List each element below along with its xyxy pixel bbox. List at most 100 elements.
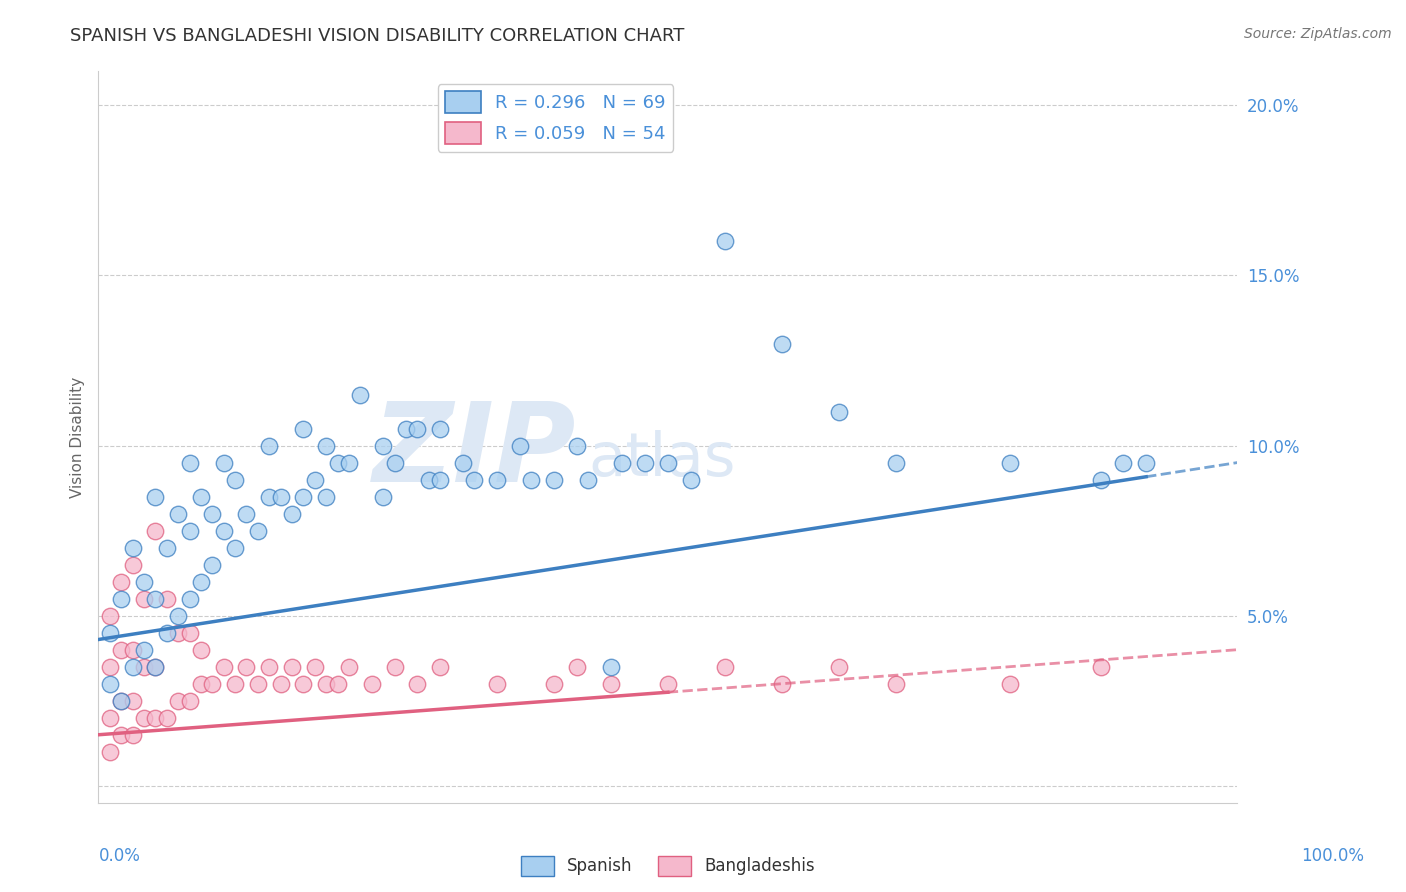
Point bbox=[156, 541, 179, 555]
Point bbox=[304, 659, 326, 673]
Point bbox=[576, 473, 599, 487]
Point bbox=[486, 677, 509, 691]
Text: Source: ZipAtlas.com: Source: ZipAtlas.com bbox=[1244, 27, 1392, 41]
Point bbox=[543, 677, 565, 691]
Point bbox=[201, 677, 224, 691]
Point bbox=[565, 659, 588, 673]
Point bbox=[212, 659, 235, 673]
Point bbox=[224, 473, 246, 487]
Point bbox=[281, 659, 304, 673]
Point bbox=[998, 677, 1021, 691]
Point bbox=[98, 677, 121, 691]
Point bbox=[349, 387, 371, 401]
Point bbox=[451, 456, 474, 470]
Point bbox=[132, 574, 155, 589]
Point bbox=[326, 456, 349, 470]
Point bbox=[270, 677, 292, 691]
Point bbox=[292, 677, 315, 691]
Point bbox=[132, 711, 155, 725]
Point bbox=[179, 524, 201, 538]
Point bbox=[179, 694, 201, 708]
Point bbox=[121, 694, 143, 708]
Text: SPANISH VS BANGLADESHI VISION DISABILITY CORRELATION CHART: SPANISH VS BANGLADESHI VISION DISABILITY… bbox=[70, 27, 685, 45]
Point bbox=[406, 677, 429, 691]
Point bbox=[770, 336, 793, 351]
Point bbox=[429, 473, 451, 487]
Point bbox=[179, 456, 201, 470]
Point bbox=[259, 439, 281, 453]
Point bbox=[179, 625, 201, 640]
Point bbox=[156, 711, 179, 725]
Point bbox=[1135, 456, 1157, 470]
Point bbox=[429, 421, 451, 435]
Point bbox=[110, 694, 132, 708]
Point bbox=[235, 659, 257, 673]
Point bbox=[509, 439, 531, 453]
Point bbox=[121, 541, 143, 555]
Point bbox=[98, 711, 121, 725]
Point bbox=[212, 456, 235, 470]
Point bbox=[121, 558, 143, 572]
Point bbox=[190, 574, 212, 589]
Point bbox=[714, 235, 737, 249]
Point bbox=[600, 659, 623, 673]
Y-axis label: Vision Disability: Vision Disability bbox=[69, 376, 84, 498]
Point bbox=[190, 677, 212, 691]
Point bbox=[360, 677, 382, 691]
Point bbox=[121, 728, 143, 742]
Point bbox=[179, 591, 201, 606]
Point bbox=[212, 524, 235, 538]
Point bbox=[315, 490, 337, 504]
Point bbox=[371, 439, 394, 453]
Point bbox=[110, 574, 132, 589]
Point bbox=[201, 507, 224, 521]
Point bbox=[565, 439, 588, 453]
Point bbox=[167, 625, 190, 640]
Point bbox=[259, 659, 281, 673]
Point bbox=[167, 694, 190, 708]
Text: 100.0%: 100.0% bbox=[1301, 847, 1364, 865]
Point bbox=[110, 728, 132, 742]
Point bbox=[292, 490, 315, 504]
Point bbox=[884, 677, 907, 691]
Point bbox=[463, 473, 485, 487]
Point bbox=[315, 677, 337, 691]
Point bbox=[246, 677, 269, 691]
Point bbox=[429, 659, 451, 673]
Point bbox=[315, 439, 337, 453]
Point bbox=[132, 659, 155, 673]
Point bbox=[828, 404, 851, 418]
Point bbox=[543, 473, 565, 487]
Point bbox=[98, 608, 121, 623]
Point bbox=[406, 421, 429, 435]
Text: 0.0%: 0.0% bbox=[98, 847, 141, 865]
Point bbox=[246, 524, 269, 538]
Point bbox=[98, 659, 121, 673]
Point bbox=[998, 456, 1021, 470]
Point bbox=[190, 490, 212, 504]
Point bbox=[884, 456, 907, 470]
Point bbox=[770, 677, 793, 691]
Point bbox=[384, 456, 406, 470]
Text: atlas: atlas bbox=[588, 430, 735, 489]
Point bbox=[657, 456, 679, 470]
Point bbox=[145, 659, 167, 673]
Point bbox=[98, 625, 121, 640]
Point bbox=[224, 677, 246, 691]
Point bbox=[304, 473, 326, 487]
Point bbox=[281, 507, 304, 521]
Legend: Spanish, Bangladeshis: Spanish, Bangladeshis bbox=[515, 850, 821, 882]
Point bbox=[132, 642, 155, 657]
Point bbox=[145, 524, 167, 538]
Point bbox=[828, 659, 851, 673]
Point bbox=[384, 659, 406, 673]
Point bbox=[156, 591, 179, 606]
Point bbox=[110, 591, 132, 606]
Point bbox=[679, 473, 702, 487]
Point bbox=[371, 490, 394, 504]
Point bbox=[167, 507, 190, 521]
Point bbox=[337, 456, 360, 470]
Point bbox=[190, 642, 212, 657]
Point bbox=[145, 591, 167, 606]
Point bbox=[270, 490, 292, 504]
